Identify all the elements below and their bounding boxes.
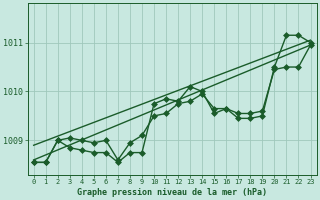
X-axis label: Graphe pression niveau de la mer (hPa): Graphe pression niveau de la mer (hPa) <box>77 188 267 197</box>
